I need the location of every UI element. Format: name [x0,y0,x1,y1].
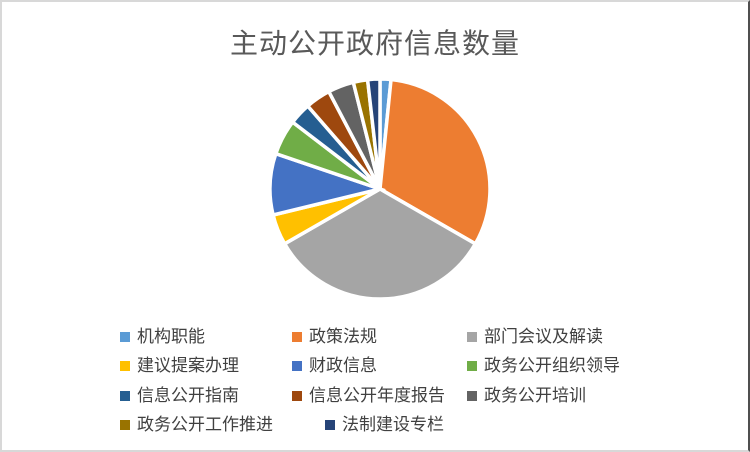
legend-label: 部门会议及解读 [484,327,603,347]
legend-swatch [120,391,130,401]
legend-label: 建议提案办理 [137,356,239,376]
legend-swatch [120,420,130,430]
legend-label: 政务公开组织领导 [484,356,620,376]
legend-item: 财政信息 [292,356,377,376]
legend-label: 政务公开培训 [484,386,586,406]
pie-slice [378,77,492,247]
legend-label: 政务公开工作推进 [137,415,273,435]
legend-label: 机构职能 [137,327,205,347]
legend-swatch [292,391,302,401]
legend-item: 政务公开工作推进 [120,415,273,435]
legend-item: 政务公开组织领导 [467,356,620,376]
legend-item: 信息公开年度报告 [292,386,445,406]
legend-label: 信息公开年度报告 [309,386,445,406]
pie-slice [365,77,382,190]
legend-swatch [120,361,130,371]
legend-swatch [120,332,130,342]
legend-item: 法制建设专栏 [325,415,444,435]
legend-item: 政策法规 [292,327,377,347]
legend-swatch [292,361,302,371]
legend-label: 财政信息 [309,356,377,376]
legend-swatch [325,420,335,430]
legend-swatch [292,332,302,342]
legend-item: 机构职能 [120,327,205,347]
legend-swatch [467,391,477,401]
legend-item: 信息公开指南 [120,386,239,406]
legend-swatch [467,332,477,342]
legend-swatch [467,361,477,371]
legend-label: 政策法规 [309,327,377,347]
legend-label: 信息公开指南 [137,386,239,406]
legend-item: 建议提案办理 [120,356,239,376]
legend-label: 法制建设专栏 [342,415,444,435]
chart-title: 主动公开政府信息数量 [229,27,520,60]
legend-item: 部门会议及解读 [467,327,603,347]
legend-item: 政务公开培训 [467,386,586,406]
